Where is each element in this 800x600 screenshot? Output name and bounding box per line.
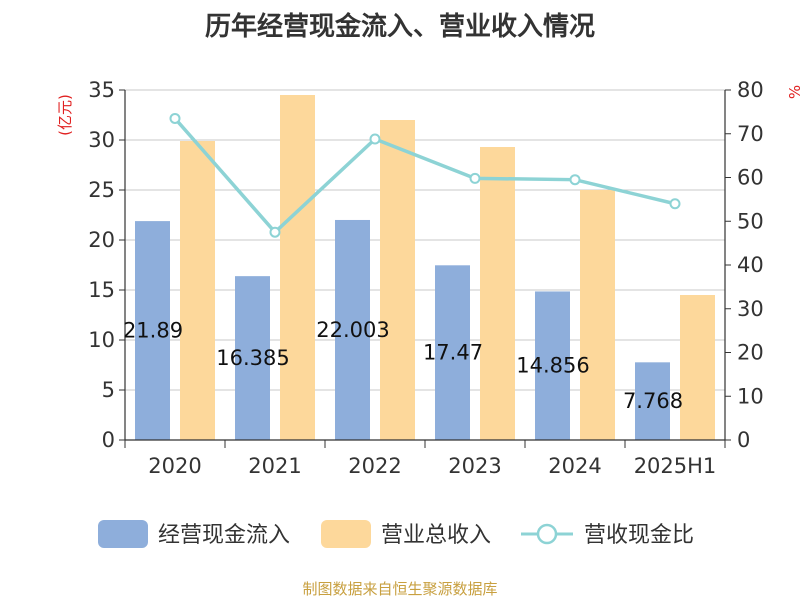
- bar-cash-inflow: [535, 291, 570, 440]
- right-tick-label: 80: [737, 78, 764, 102]
- x-tick-label: 2020: [148, 454, 201, 478]
- right-tick-label: 70: [737, 122, 764, 146]
- bar-value-label: 14.856: [516, 354, 589, 378]
- right-tick-label: 10: [737, 384, 764, 408]
- left-tick-label: 0: [102, 428, 115, 452]
- right-tick-label: 40: [737, 253, 764, 277]
- left-tick-label: 20: [88, 228, 115, 252]
- bar-revenue: [680, 295, 715, 440]
- right-tick-label: 50: [737, 209, 764, 233]
- ratio-point: [169, 112, 181, 124]
- bar-cash-inflow: [435, 265, 470, 440]
- bar-revenue: [480, 147, 515, 440]
- bar-revenue: [180, 141, 215, 440]
- legend-swatch-revenue: [321, 520, 371, 548]
- bar-value-label: 17.47: [423, 341, 483, 365]
- left-tick-label: 5: [102, 378, 115, 402]
- x-tick-label: 2023: [448, 454, 501, 478]
- source-note: 制图数据来自恒生聚源数据库: [302, 580, 498, 598]
- bar-value-label: 7.768: [623, 389, 683, 413]
- axes-layer: 0 5 10 15 20 25 30 35 0 10 20 30 40 50 60 70 80 2020 2021 2…: [88, 78, 763, 478]
- right-tick-label: 0: [737, 428, 750, 452]
- bar-value-label: 21.89: [123, 319, 183, 343]
- ratio-point: [569, 174, 581, 186]
- bar-value-label: 16.385: [216, 346, 289, 370]
- bar-labels-layer: 21.89 16.385 22.003 17.47 14.856 7.768: [123, 318, 683, 413]
- chart-title: 历年经营现金流入、营业收入情况: [204, 12, 595, 42]
- ratio-line-layer: [169, 112, 681, 238]
- bar-revenue: [380, 120, 415, 440]
- bar-revenue: [580, 190, 615, 440]
- left-tick-label: 35: [88, 78, 115, 102]
- bar-value-label: 22.003: [316, 318, 389, 342]
- legend-label-cash-inflow: 经营现金流入: [158, 523, 290, 548]
- legend-swatch-ratio-marker: [536, 523, 558, 545]
- ratio-line: [173, 117, 676, 235]
- left-tick-label: 15: [88, 278, 115, 302]
- grid-lines: [125, 89, 725, 391]
- left-tick-label: 10: [88, 328, 115, 352]
- x-tick-label: 2025H1: [634, 454, 717, 478]
- ratio-point: [369, 133, 381, 145]
- ratio-point: [669, 198, 681, 210]
- bar-cash-inflow: [135, 221, 170, 440]
- x-tick-label: 2024: [548, 454, 601, 478]
- bar-cash-inflow: [635, 362, 670, 440]
- legend-label-ratio: 营收现金比: [584, 523, 694, 548]
- right-tick-label: 60: [737, 166, 764, 190]
- ratio-point: [269, 226, 281, 238]
- bar-cash-inflow: [335, 219, 370, 440]
- left-axis-unit: (亿元): [56, 94, 74, 136]
- legend-label-revenue: 营业总收入: [381, 523, 491, 548]
- left-tick-label: 25: [88, 178, 115, 202]
- left-tick-label: 30: [88, 128, 115, 152]
- right-axis-unit: %: [786, 85, 800, 99]
- bar-cash-inflow: [235, 276, 270, 440]
- x-tick-label: 2022: [348, 454, 401, 478]
- bars-layer: [135, 95, 715, 440]
- legend: 经营现金流入 营业总收入 营收现金比: [98, 520, 694, 548]
- x-tick-label: 2021: [248, 454, 301, 478]
- ratio-point: [469, 172, 481, 184]
- right-tick-label: 20: [737, 341, 764, 365]
- legend-swatch-cash-inflow: [98, 520, 148, 548]
- bar-revenue: [280, 95, 315, 440]
- right-tick-label: 30: [737, 297, 764, 321]
